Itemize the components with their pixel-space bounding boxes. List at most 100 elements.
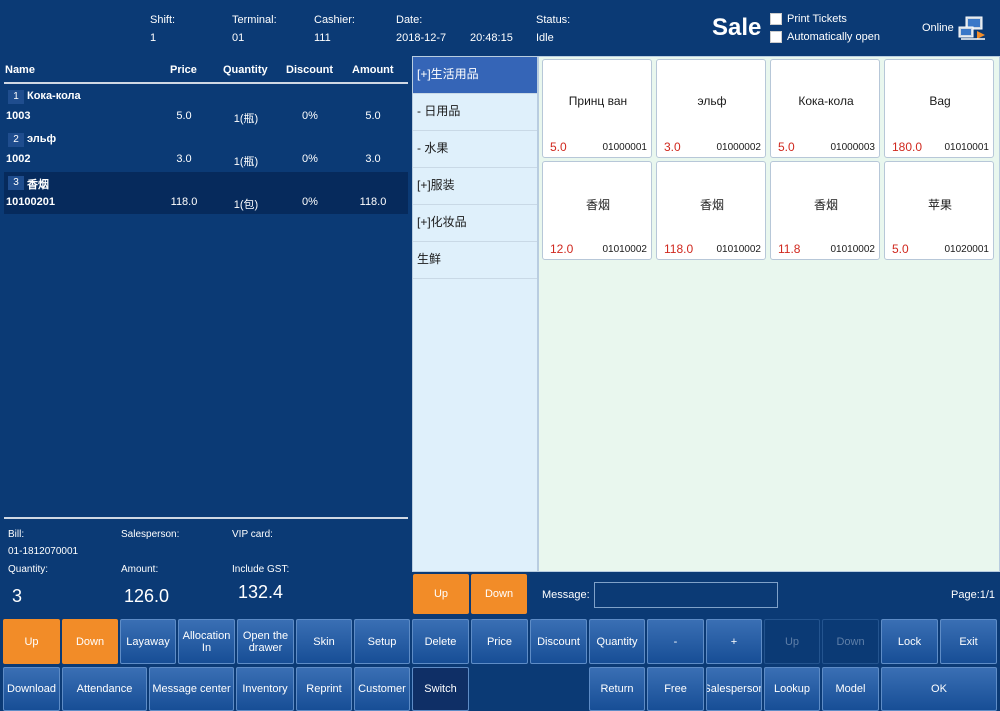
layaway-button[interactable]: Layaway [120, 619, 176, 664]
category-item[interactable]: [+]化妆品 [413, 205, 537, 242]
category-item[interactable]: - 水果 [413, 131, 537, 168]
auto-open-checkbox[interactable]: Automatically open [770, 31, 880, 43]
terminal-info: Terminal: 01 [232, 14, 277, 44]
message-center-button[interactable]: Message center [149, 667, 234, 711]
product-card[interactable]: 香烟 118.0 01010002 [656, 161, 766, 260]
col-discount: Discount [286, 64, 334, 76]
bill-number: 01-1812070001 [8, 546, 79, 557]
model-button[interactable]: Model [822, 667, 879, 711]
download-button[interactable]: Download [3, 667, 60, 711]
mode-title: Sale [712, 14, 762, 41]
setup-button[interactable]: Setup [354, 619, 410, 664]
list-down-button[interactable]: Down [62, 619, 118, 664]
product-price: 118.0 [664, 242, 694, 256]
free-button[interactable]: Free [647, 667, 704, 711]
date-info: Date: 2018-12-7 [396, 14, 447, 44]
col-amount: Amount [352, 64, 394, 76]
row-index: 3 [8, 176, 24, 190]
amount-label: Amount: [121, 564, 159, 575]
row-quantity: 1(包) [233, 199, 259, 211]
total-amount: 126.0 [124, 586, 170, 606]
price-button[interactable]: Price [471, 619, 528, 664]
switch-button[interactable]: Switch [412, 667, 469, 711]
open-drawer-button[interactable]: Open the drawer [237, 619, 294, 664]
product-card[interactable]: Bag 180.0 01010001 [884, 59, 994, 158]
category-list: [+]生活用品 - 日用品 - 水果 [+]服装 [+]化妆品 生鲜 [412, 56, 538, 572]
vip-label: VIP card: [232, 529, 273, 540]
row-price: 5.0 [176, 110, 192, 122]
product-price: 180.0 [892, 140, 923, 154]
row-discount: 0% [302, 153, 318, 165]
row-amount: 118.0 [359, 196, 387, 208]
category-up-button[interactable]: Up [413, 574, 469, 614]
return-button[interactable]: Return [589, 667, 645, 711]
product-card[interactable]: 香烟 11.8 01010002 [770, 161, 880, 260]
row-name: 香烟 [27, 179, 49, 191]
product-price: 11.8 [778, 242, 801, 256]
row-code: 1002 [6, 153, 31, 165]
plus-button[interactable]: + [706, 619, 762, 664]
minus-button[interactable]: - [647, 619, 704, 664]
list-up-button[interactable]: Up [3, 619, 60, 664]
lock-button[interactable]: Lock [881, 619, 938, 664]
attendance-button[interactable]: Attendance [62, 667, 147, 711]
order-row-selected[interactable]: 3 香烟 10100201 118.0 1(包) 0% 118.0 [4, 172, 408, 214]
online-status: Online [922, 22, 954, 34]
product-name: 香烟 [585, 198, 610, 212]
category-item[interactable]: 生鲜 [413, 242, 537, 279]
product-down-button[interactable]: Down [822, 619, 879, 664]
product-code: 01000001 [602, 142, 648, 153]
ok-button[interactable]: OK [881, 667, 997, 711]
product-card[interactable]: Кока-кола 5.0 01000003 [770, 59, 880, 158]
bill-label: Bill: [8, 529, 25, 540]
gst-label: Include GST: [232, 564, 290, 575]
row-amount: 5.0 [365, 110, 381, 122]
row-price: 3.0 [176, 153, 192, 165]
category-item[interactable]: - 日用品 [413, 94, 537, 131]
total-quantity: 3 [12, 586, 23, 606]
exit-button[interactable]: Exit [940, 619, 997, 664]
message-input[interactable] [594, 582, 778, 608]
shift-info: Shift: 1 [150, 14, 176, 44]
product-grid: Принц ван 5.0 01000001 эльф 3.0 01000002… [538, 56, 1000, 572]
product-code: 01010002 [830, 244, 876, 255]
product-card[interactable]: 香烟 12.0 01010002 [542, 161, 652, 260]
order-row[interactable]: 2 эльф 1002 3.0 1(瓶) 0% 3.0 [4, 129, 408, 171]
customer-button[interactable]: Customer [354, 667, 410, 711]
checkbox-box[interactable] [770, 31, 782, 43]
discount-button[interactable]: Discount [530, 619, 587, 664]
row-discount: 0% [302, 110, 318, 122]
product-name: 香烟 [813, 198, 838, 212]
summary-divider [4, 517, 408, 519]
delete-button[interactable]: Delete [412, 619, 469, 664]
time-value: 20:48:15 [470, 32, 513, 44]
product-price: 3.0 [664, 140, 681, 154]
checkbox-box[interactable] [770, 13, 782, 25]
product-name: 香烟 [699, 198, 724, 212]
header-bar: Shift: 1 Terminal: 01 Cashier: 111 Date:… [0, 0, 1000, 56]
print-tickets-label: Print Tickets [787, 13, 847, 25]
row-index: 1 [8, 90, 24, 104]
print-tickets-checkbox[interactable]: Print Tickets [770, 13, 847, 25]
col-name: Name [5, 64, 35, 76]
skin-button[interactable]: Skin [296, 619, 352, 664]
product-card[interactable]: 苹果 5.0 01020001 [884, 161, 994, 260]
quantity-button[interactable]: Quantity [589, 619, 645, 664]
salesperson-button[interactable]: Salesperson [706, 667, 762, 711]
product-up-button[interactable]: Up [764, 619, 820, 664]
reprint-button[interactable]: Reprint [296, 667, 352, 711]
product-code: 01010001 [944, 142, 990, 153]
row-code: 10100201 [6, 196, 55, 208]
allocation-in-button[interactable]: Allocation In [178, 619, 235, 664]
category-down-button[interactable]: Down [471, 574, 527, 614]
inventory-button[interactable]: Inventory [236, 667, 294, 711]
category-item[interactable]: [+]服装 [413, 168, 537, 205]
product-price: 12.0 [550, 242, 574, 256]
product-price: 5.0 [550, 140, 567, 154]
product-card[interactable]: эльф 3.0 01000002 [656, 59, 766, 158]
order-row[interactable]: 1 Кока-кола 1003 5.0 1(瓶) 0% 5.0 [4, 86, 408, 128]
lookup-button[interactable]: Lookup [764, 667, 820, 711]
category-item[interactable]: [+]生活用品 [413, 57, 537, 94]
product-card[interactable]: Принц ван 5.0 01000001 [542, 59, 652, 158]
product-name: Bag [929, 94, 951, 108]
